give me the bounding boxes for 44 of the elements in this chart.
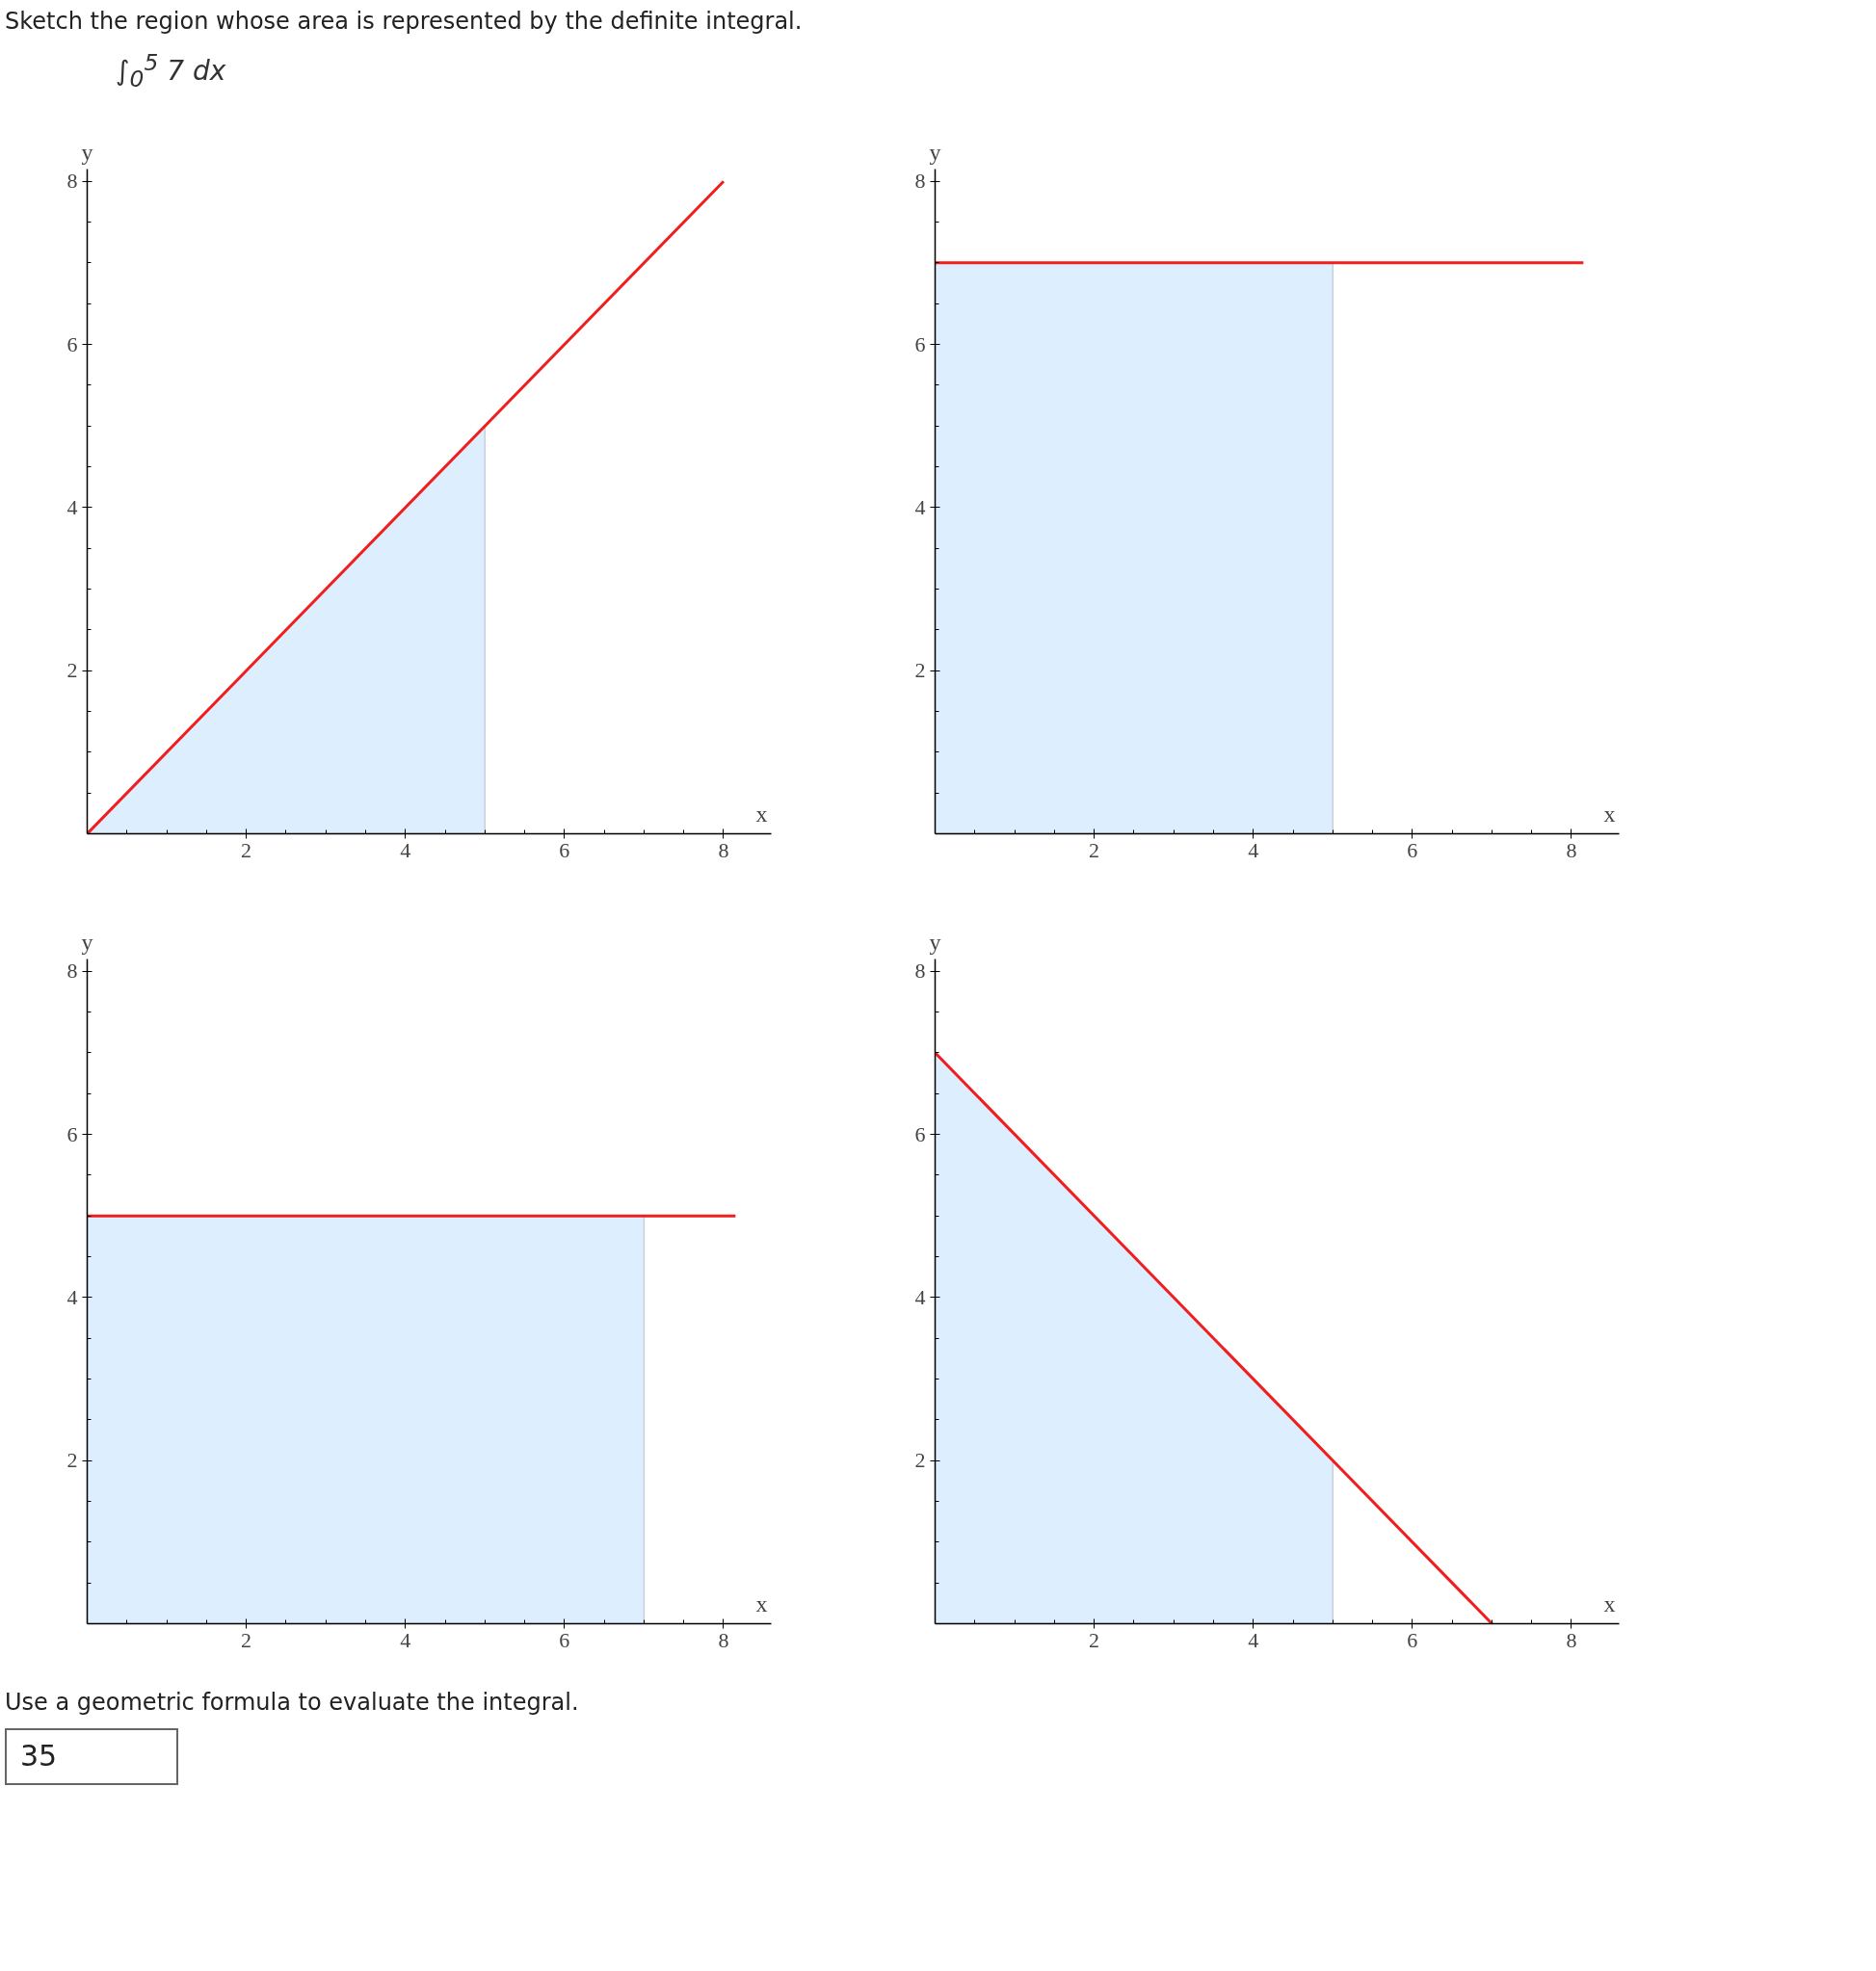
chart-title: Sketch the region whose area is represented by the definite integral.	[5, 7, 803, 37]
y-axis-title: y	[929, 139, 941, 165]
x-tick-label: 2	[1089, 837, 1100, 862]
x-tick-label: 6	[1407, 837, 1418, 862]
y-tick-label: 6	[914, 1121, 926, 1146]
y-axis-title: y	[81, 929, 93, 955]
x-axis-title: x	[1603, 1590, 1616, 1616]
x-axis-title: x	[755, 1590, 768, 1616]
y-tick-label: 4	[66, 494, 78, 519]
y-tick-label: 4	[66, 1284, 78, 1309]
x-axis-title: x	[1603, 801, 1616, 827]
y-tick-label: 6	[66, 1121, 78, 1146]
x-tick-label: 4	[1248, 1627, 1259, 1652]
chart-subtitle: ∫$_{0}$$^{5}$ 7 dx	[116, 48, 226, 95]
y-tick-label: 6	[66, 331, 78, 356]
y-tick-label: 2	[66, 657, 78, 682]
y-tick-label: 8	[914, 168, 926, 193]
text: Use a geometric formula to evaluate the integral.	[5, 1687, 579, 1718]
x-tick-label: 8	[1566, 837, 1577, 862]
x-tick-label: 8	[1566, 1627, 1577, 1652]
x-tick-label: 4	[400, 837, 411, 862]
text: 35	[20, 1737, 58, 1774]
x-tick-label: 2	[1089, 1627, 1100, 1652]
y-tick-label: 4	[914, 494, 926, 519]
x-tick-label: 8	[718, 1627, 729, 1652]
x-tick-label: 2	[241, 1627, 252, 1652]
x-tick-label: 6	[1407, 1627, 1418, 1652]
y-tick-label: 8	[66, 958, 78, 983]
y-tick-label: 8	[66, 168, 78, 193]
x-tick-label: 6	[559, 837, 570, 862]
y-axis-title: y	[81, 139, 93, 165]
x-tick-label: 4	[400, 1627, 411, 1652]
y-tick-label: 2	[914, 1447, 926, 1472]
x-tick-label: 8	[718, 837, 729, 862]
y-tick-label: 2	[66, 1447, 78, 1472]
x-tick-label: 2	[241, 837, 252, 862]
x-tick-label: 4	[1248, 837, 1259, 862]
y-tick-label: 8	[914, 958, 926, 983]
y-axis-title: y	[929, 929, 941, 955]
y-tick-label: 6	[914, 331, 926, 356]
y-tick-label: 4	[914, 1284, 926, 1309]
x-axis-title: x	[755, 801, 768, 827]
x-tick-label: 6	[559, 1627, 570, 1652]
y-tick-label: 2	[914, 657, 926, 682]
